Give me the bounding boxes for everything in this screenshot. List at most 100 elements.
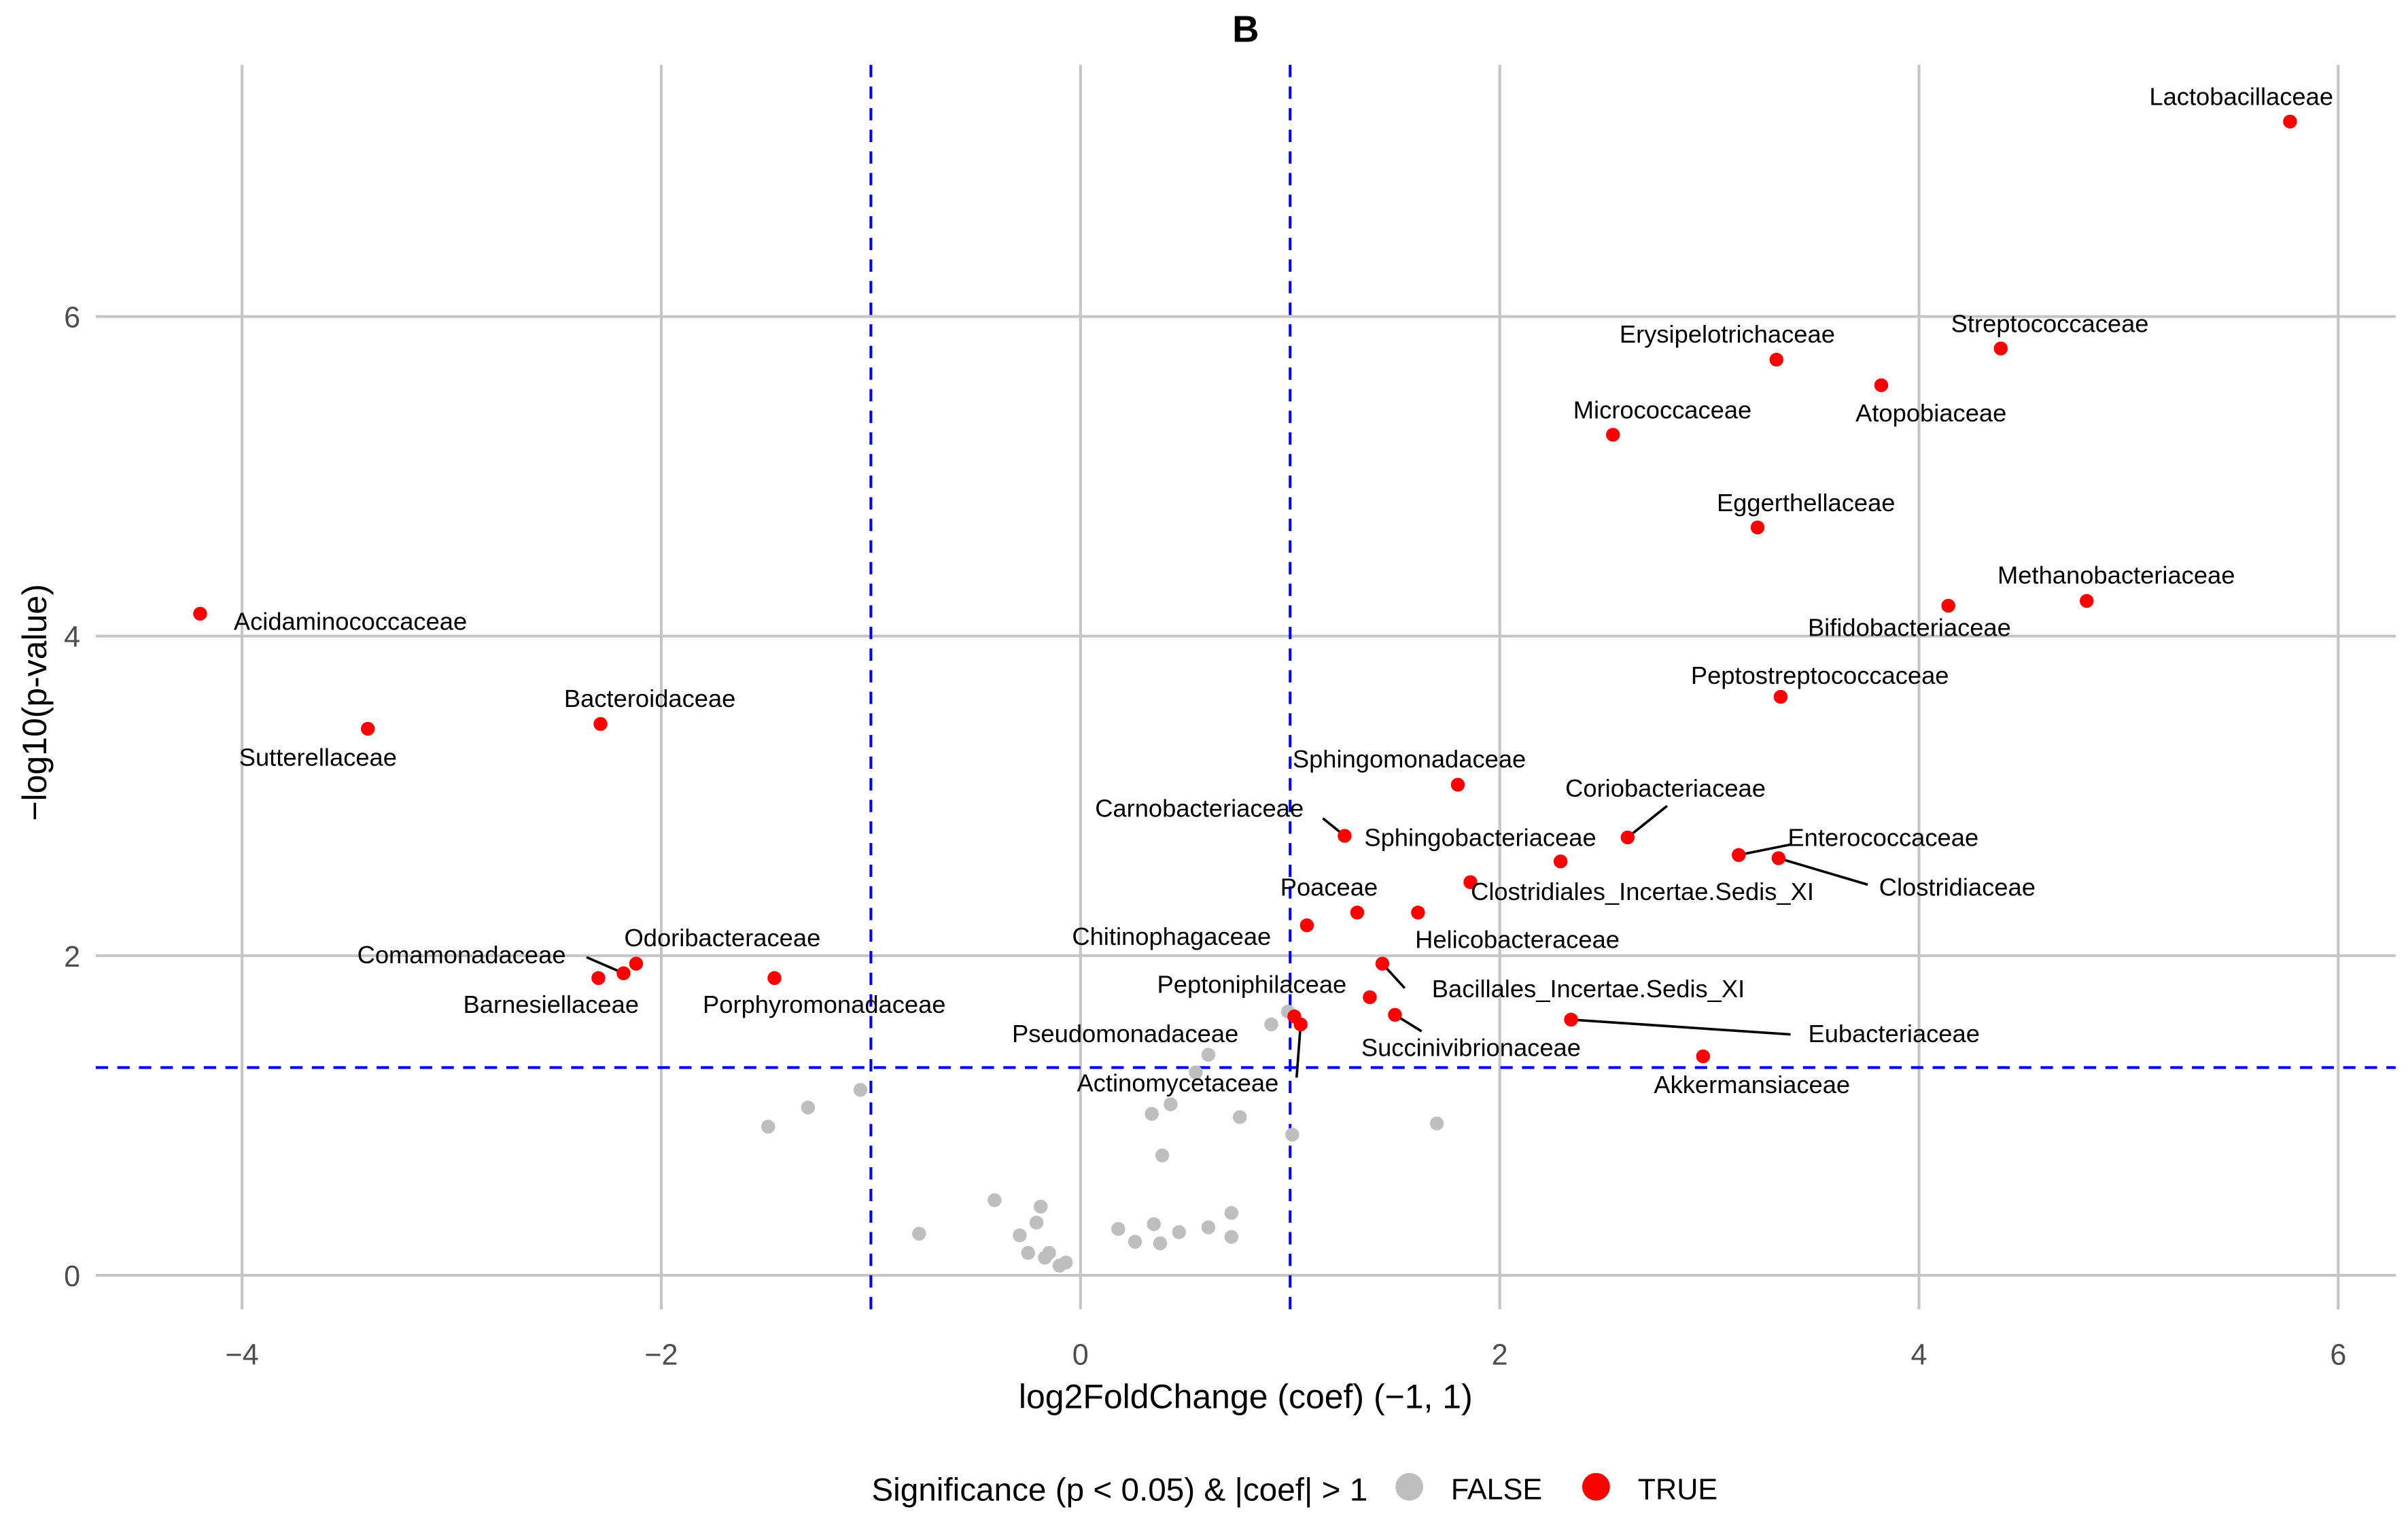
point-label: Carnobacteriaceae: [1095, 794, 1304, 822]
leader-line: [1626, 805, 1668, 839]
point-label: Bifidobacteriaceae: [1808, 614, 2011, 642]
point-label: Peptostreptococcaceae: [1691, 661, 1949, 689]
point-significant: [2283, 114, 2297, 129]
point-significant: [1771, 851, 1786, 865]
point-nonsignificant: [1021, 1245, 1035, 1260]
x-tick-label: 4: [1910, 1339, 1927, 1372]
point-nonsignificant: [1033, 1199, 1048, 1214]
leader-line: [1738, 843, 1791, 857]
y-tick-label: 0: [64, 1260, 80, 1293]
point-significant: [1463, 875, 1478, 889]
point-significant: [1732, 848, 1746, 862]
point-nonsignificant: [1042, 1245, 1056, 1260]
point-label: Atopobiaceae: [1855, 399, 2006, 427]
points: [193, 114, 2297, 1273]
point-label: Succinivibrionaceae: [1361, 1033, 1581, 1061]
point-nonsignificant: [1224, 1230, 1239, 1244]
x-tick-label: 6: [2330, 1339, 2346, 1372]
point-nonsignificant: [988, 1193, 1002, 1207]
point-nonsignificant: [912, 1226, 926, 1241]
point-label: Acidaminococcaceae: [234, 608, 467, 636]
point-nonsignificant: [761, 1120, 775, 1134]
point-labels: Lactobacillaceae Streptococcaceae Erysipel…: [234, 82, 2333, 1099]
point-significant: [629, 956, 644, 971]
point-nonsignificant: [1128, 1234, 1142, 1249]
x-tick-label: −2: [644, 1339, 678, 1372]
leader-line: [1295, 1024, 1302, 1078]
legend: Significance (p < 0.05) & |coef| > 1 FAL…: [871, 1472, 1717, 1508]
point-significant: [1375, 956, 1390, 971]
point-nonsignificant: [1264, 1017, 1278, 1032]
point-label: Methanobacteriaceae: [1997, 562, 2235, 589]
point-label: Peptoniphilaceae: [1157, 970, 1347, 998]
point-nonsignificant: [1147, 1217, 1161, 1231]
point-nonsignificant: [1189, 1065, 1203, 1079]
point-nonsignificant: [853, 1083, 868, 1097]
point-nonsignificant: [1232, 1110, 1247, 1124]
point-label: Sphingomonadaceae: [1293, 745, 1526, 773]
point-label: Eubacteriaceae: [1808, 1020, 1979, 1048]
point-label: Micrococcaceae: [1573, 396, 1751, 424]
point-significant: [2080, 593, 2094, 608]
point-nonsignificant: [1013, 1228, 1027, 1243]
point-nonsignificant: [1429, 1116, 1444, 1130]
point-label: Erysipelotrichaceae: [1620, 320, 1835, 348]
point-label: Bacteroidaceae: [564, 685, 735, 712]
point-nonsignificant: [1153, 1236, 1168, 1251]
point-significant: [1605, 428, 1620, 442]
grid: [95, 65, 2396, 1309]
legend-marker-false: [1395, 1472, 1424, 1501]
point-label: Poaceae: [1280, 873, 1378, 901]
point-significant: [1450, 778, 1465, 792]
legend-label-false: FALSE: [1451, 1473, 1542, 1506]
point-nonsignificant: [1058, 1255, 1073, 1270]
y-tick-label: 2: [64, 941, 80, 973]
point-significant: [360, 721, 375, 736]
point-significant: [1773, 689, 1788, 704]
x-tick-label: −4: [226, 1339, 259, 1372]
point-significant: [1388, 1007, 1402, 1022]
point-significant: [1299, 918, 1314, 933]
point-nonsignificant: [1145, 1107, 1159, 1121]
point-label: Porphyromonadaceae: [703, 990, 945, 1018]
y-axis-title: −log10(p-value): [16, 584, 54, 821]
point-significant: [1411, 905, 1425, 920]
point-label: Bacillales_Incertae.Sedis_XI: [1432, 975, 1745, 1003]
point-label: Enterococcaceae: [1787, 824, 1978, 852]
point-significant: [1350, 905, 1365, 920]
point-significant: [1564, 1012, 1578, 1027]
point-significant: [767, 971, 782, 985]
point-nonsignificant: [1164, 1097, 1178, 1111]
point-label: Helicobacteraceae: [1415, 926, 1620, 954]
point-label: Actinomycetaceae: [1077, 1069, 1278, 1097]
point-label: Akkermansiaceae: [1654, 1071, 1850, 1099]
point-significant: [1993, 341, 2008, 356]
point-significant: [193, 606, 207, 621]
point-label: Eggerthellaceae: [1717, 489, 1896, 517]
point-nonsignificant: [1172, 1225, 1186, 1239]
point-nonsignificant: [1285, 1127, 1299, 1142]
point-label: Streptococcaceae: [1951, 309, 2149, 337]
point-label: Clostridiaceae: [1879, 873, 2036, 901]
point-label: Pseudomonadaceae: [1012, 1020, 1238, 1048]
point-significant: [1620, 830, 1635, 845]
point-significant: [1750, 520, 1765, 535]
point-label: Comamonadaceae: [357, 941, 566, 969]
legend-title: Significance (p < 0.05) & |coef| > 1: [871, 1472, 1367, 1508]
point-significant: [616, 966, 631, 980]
x-tick-label: 2: [1492, 1339, 1508, 1372]
y-tick-label: 4: [64, 621, 80, 654]
point-nonsignificant: [1201, 1220, 1216, 1234]
point-significant: [1941, 598, 1955, 613]
point-label: Odoribacteraceae: [625, 924, 821, 952]
point-significant: [1553, 854, 1568, 869]
x-tick-label: 0: [1072, 1339, 1089, 1372]
point-significant: [1363, 990, 1377, 1005]
leader-line: [1571, 1018, 1791, 1036]
point-label: Clostridiales_Incertae.Sedis_XI: [1471, 878, 1814, 905]
point-significant: [1696, 1049, 1711, 1064]
point-nonsignificant: [1029, 1215, 1044, 1230]
point-significant: [1874, 378, 1889, 392]
threshold-lines: [95, 65, 2396, 1309]
legend-label-true: TRUE: [1638, 1473, 1717, 1506]
